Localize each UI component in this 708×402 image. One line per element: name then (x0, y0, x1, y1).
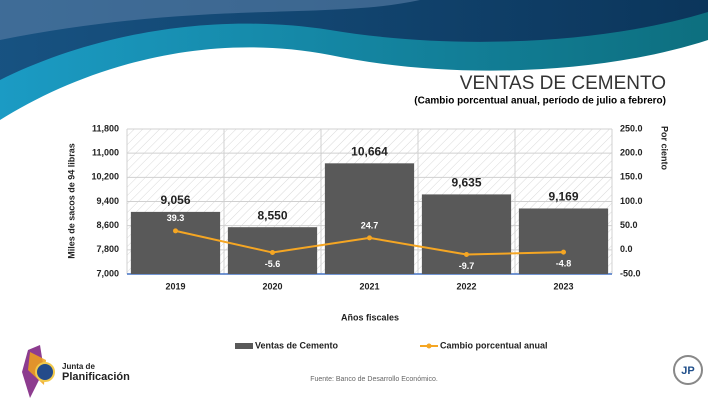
logo: Junta de Planificación JP (22, 345, 703, 398)
line-value-label: 24.7 (361, 220, 379, 230)
chart-subtitle: (Cambio porcentual anual, período de jul… (414, 96, 666, 107)
x-tick-label: 2019 (165, 281, 185, 291)
line-value-label: -9.7 (459, 261, 475, 271)
y-tick-label: 11,000 (92, 148, 119, 158)
y2-axis-label: Por ciento (660, 126, 670, 171)
y2-tick-label: 200.0 (620, 148, 643, 158)
line-value-label: -4.8 (556, 259, 572, 269)
y-tick-label: 7,000 (96, 268, 119, 278)
legend-label: Cambio porcentual anual (440, 340, 548, 350)
bar-value-label: 9,635 (451, 176, 481, 190)
bar-value-label: 8,550 (257, 208, 287, 222)
y2-tick-label: 150.0 (620, 172, 643, 182)
bar (324, 163, 415, 274)
y-tick-label: 8,600 (96, 220, 119, 230)
x-tick-label: 2020 (262, 281, 282, 291)
y2-tick-label: 50.0 (620, 220, 638, 230)
line-marker (464, 252, 469, 258)
y2-tick-label: -50.0 (620, 268, 641, 278)
logo-badge: JP (681, 365, 694, 377)
y-tick-label: 9,400 (96, 196, 119, 206)
x-tick-label: 2023 (553, 281, 573, 291)
logo-text: Junta de (62, 362, 95, 371)
x-tick-label: 2022 (456, 281, 476, 291)
banner (0, 0, 708, 120)
logo-text: Planificación (62, 371, 130, 383)
legend-swatch (426, 343, 432, 349)
line-value-label: 39.3 (167, 213, 185, 223)
line-marker (173, 228, 178, 234)
bar-value-label: 9,056 (160, 193, 190, 207)
x-tick-label: 2021 (359, 281, 379, 291)
y-tick-label: 7,800 (96, 244, 119, 254)
bar (421, 194, 512, 274)
bar (130, 211, 221, 274)
legend-label: Ventas de Cemento (255, 340, 339, 350)
source: Fuente: Banco de Desarrollo Económico. (310, 376, 438, 383)
y2-tick-label: 0.0 (620, 244, 633, 254)
chart-title: VENTAS DE CEMENTO (460, 73, 666, 94)
line-marker (367, 235, 372, 241)
y-tick-label: 10,200 (91, 172, 119, 182)
line-marker (270, 250, 275, 256)
line-marker (561, 249, 566, 255)
bar (518, 208, 609, 274)
bar-value-label: 10,664 (351, 144, 388, 158)
y-axis-label: Miles de sacos de 94 libras (66, 143, 76, 259)
legend-swatch (235, 343, 253, 349)
x-axis-label: Años fiscales (341, 312, 399, 322)
y2-tick-label: 100.0 (620, 196, 643, 206)
y2-tick-label: 250.0 (620, 123, 643, 133)
line-value-label: -5.6 (265, 259, 281, 269)
y-tick-label: 11,800 (92, 123, 119, 133)
bar-value-label: 9,169 (548, 190, 578, 204)
